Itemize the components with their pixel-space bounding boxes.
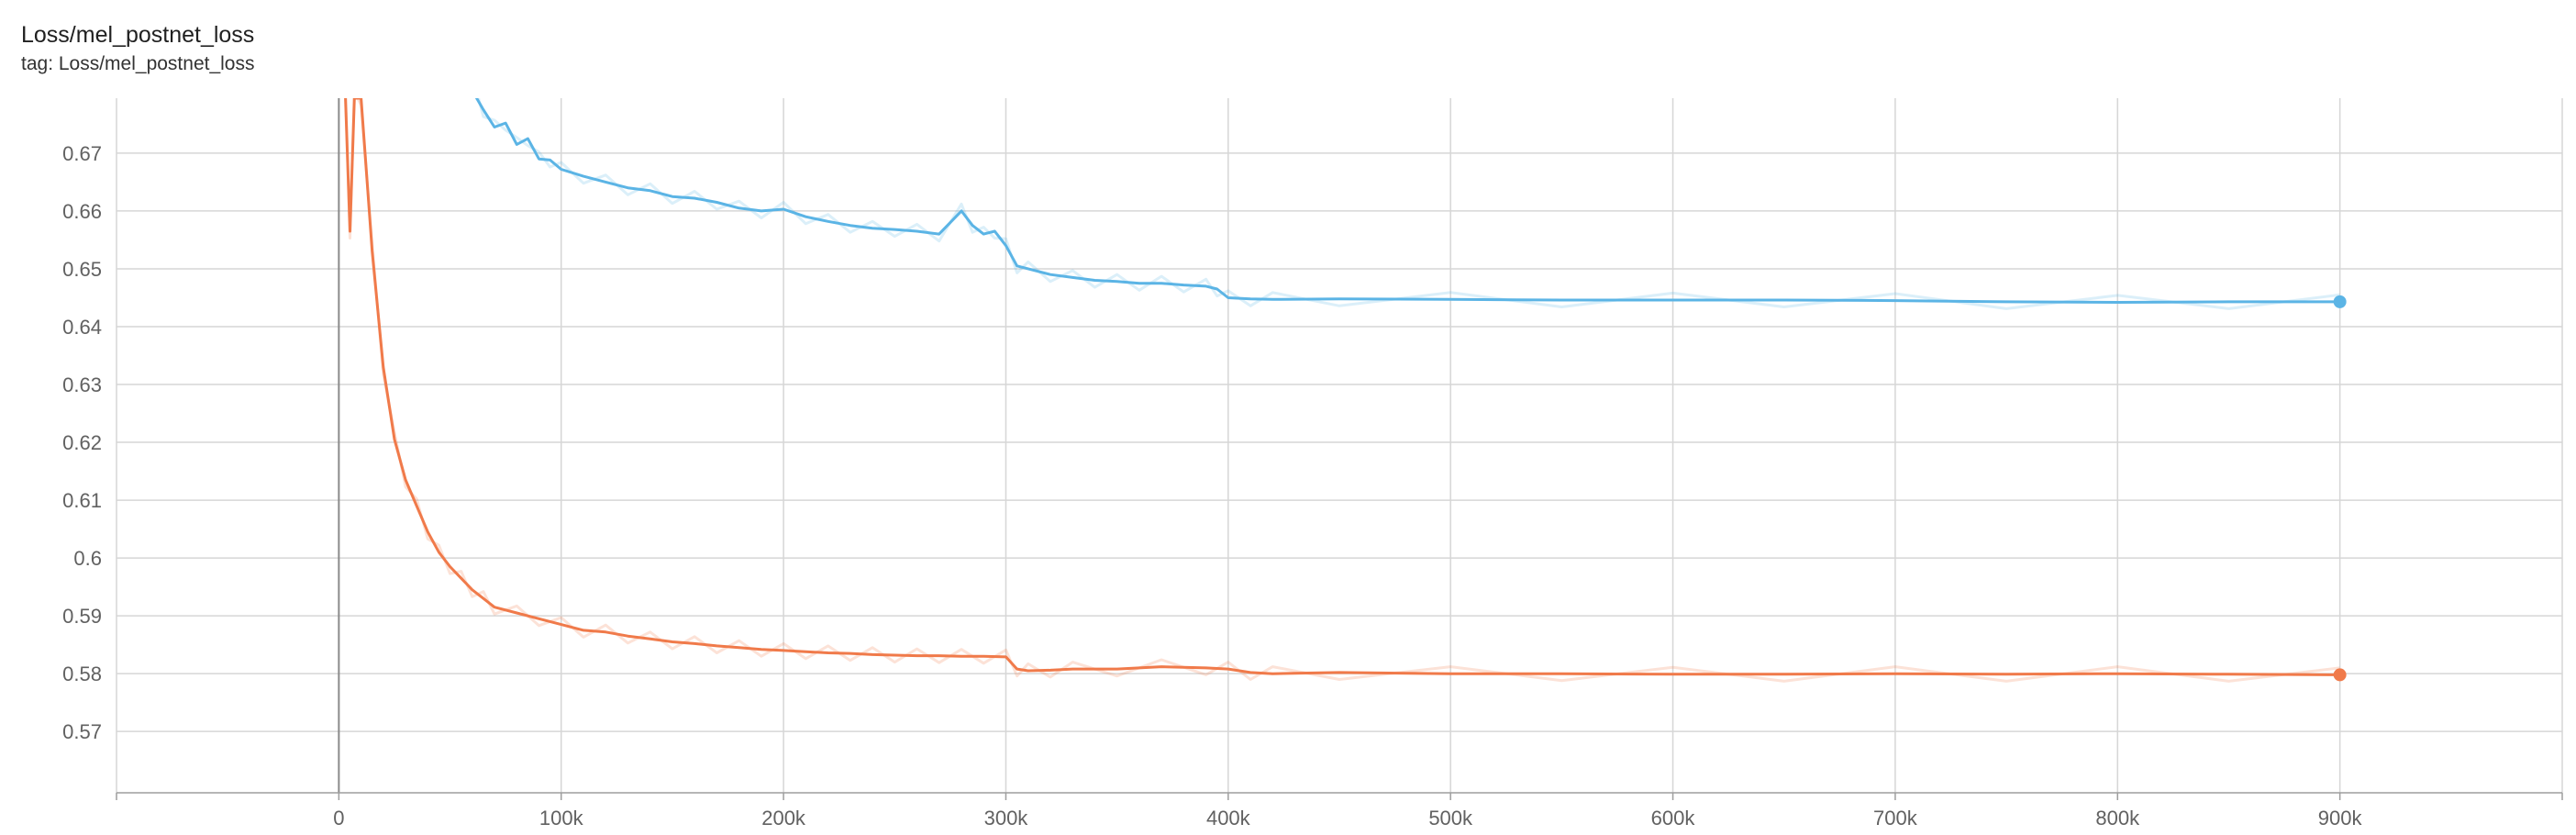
series-0-line (475, 98, 2342, 304)
y-tick-label: 0.58 (62, 662, 102, 685)
axis-layer: 0.57 0.58 0.59 0.6 0.61 0.62 0.63 0.64 0.65 0.66 0… (62, 98, 2563, 829)
series-0-raw-line (477, 98, 2340, 310)
series-0-end-point[interactable] (2333, 295, 2347, 308)
x-tick-label: 900k (2318, 807, 2363, 829)
x-tick-label: 500k (1428, 807, 1473, 829)
y-tick-label: 0.57 (62, 720, 102, 743)
y-tick-label: 0.59 (62, 605, 102, 628)
y-tick-label: 0.67 (62, 142, 102, 165)
series-1-line (344, 98, 2342, 676)
y-tick-label: 0.63 (62, 373, 102, 396)
y-tick-label: 0.62 (62, 431, 102, 454)
chart-title: Loss/mel_postnet_loss (21, 22, 255, 48)
x-tick-label: 300k (984, 807, 1029, 829)
x-tick-label: 200k (761, 807, 806, 829)
series-1-end-point[interactable] (2333, 668, 2347, 682)
series-0-group (475, 98, 2342, 310)
y-tick-label: 0.61 (62, 489, 102, 512)
series-layer (344, 98, 2347, 683)
x-tick-label: 100k (539, 807, 584, 829)
y-tick-label: 0.66 (62, 200, 102, 223)
x-tick-label: 600k (1651, 807, 1696, 829)
series-1-group (344, 98, 2342, 683)
y-tick-label: 0.65 (62, 258, 102, 281)
x-tick-label: 0 (333, 807, 344, 829)
x-tick-label: 800k (2095, 807, 2140, 829)
grid-layer (117, 98, 2562, 793)
x-tick-label: 700k (1873, 807, 1918, 829)
y-tick-label: 0.6 (73, 547, 102, 570)
chart-tag-label: tag: Loss/mel_postnet_loss (21, 53, 255, 74)
y-tick-label: 0.64 (62, 316, 102, 339)
x-tick-label: 400k (1206, 807, 1251, 829)
series-1-raw-line (344, 98, 2340, 683)
